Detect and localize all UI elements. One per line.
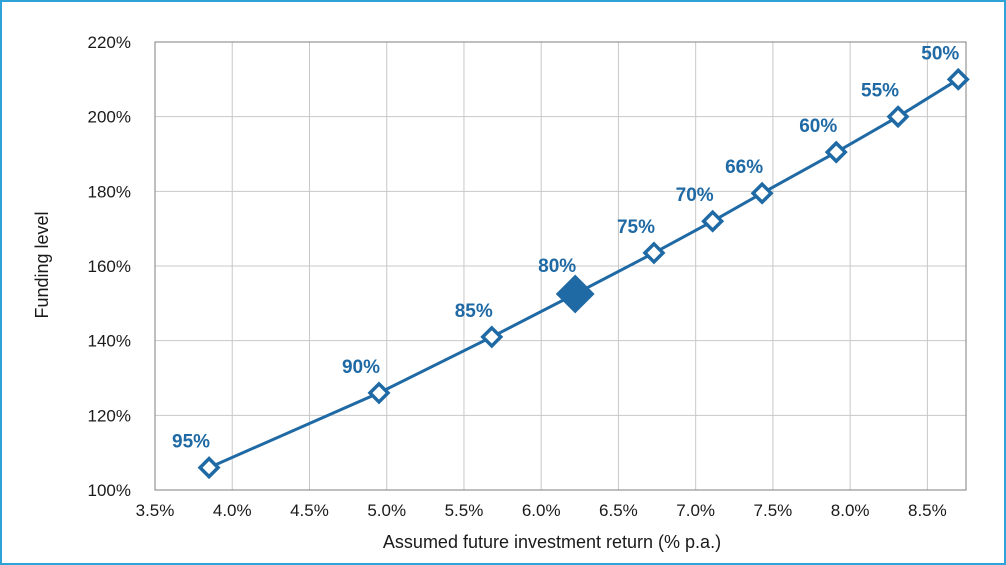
x-tick-label: 8.0% (831, 501, 870, 520)
point-label: 90% (342, 357, 380, 378)
point-marker (197, 456, 221, 480)
point-label: 60% (799, 116, 837, 137)
highlighted-point-marker (555, 274, 595, 314)
point-labels: 95% 90% 85% 80% 75% 70% 66% 60% 55% 50% (172, 43, 959, 452)
x-tick-label: 6.5% (599, 501, 638, 520)
point-label: 95% (172, 432, 210, 453)
point-label: 75% (617, 217, 655, 238)
y-tick-label: 100% (88, 481, 131, 500)
x-tick-label: 7.0% (676, 501, 715, 520)
y-axis-ticks: 100% 120% 140% 160% 180% 200% 220% (88, 33, 131, 500)
point-marker (701, 209, 725, 233)
y-tick-label: 120% (88, 406, 131, 425)
plot-area-border (154, 41, 967, 491)
x-tick-label: 3.5% (136, 501, 175, 520)
point-label: 70% (676, 185, 714, 206)
y-tick-label: 140% (88, 332, 131, 351)
point-label: 66% (725, 157, 763, 178)
series-line (208, 78, 960, 469)
y-axis-title: Funding level (32, 211, 52, 318)
x-tick-label: 6.0% (522, 501, 561, 520)
x-tick-label: 5.0% (367, 501, 406, 520)
x-tick-label: 4.0% (213, 501, 252, 520)
point-marker (824, 140, 848, 164)
y-tick-label: 180% (88, 182, 131, 201)
point-marker (750, 181, 774, 205)
point-marker (642, 241, 666, 265)
x-tick-label: 8.5% (908, 501, 947, 520)
x-axis-title: Assumed future investment return (% p.a.… (383, 532, 721, 552)
point-label: 50% (921, 43, 959, 64)
x-tick-label: 4.5% (290, 501, 329, 520)
x-tick-label: 7.5% (754, 501, 793, 520)
series-markers (197, 67, 970, 480)
y-tick-label: 200% (88, 108, 131, 127)
x-axis-ticks: 3.5% 4.0% 4.5% 5.0% 5.5% 6.0% 6.5% 7.0% 7.5% 8.0%… (136, 501, 947, 520)
point-marker (946, 67, 970, 91)
point-marker (367, 381, 391, 405)
y-tick-label: 220% (88, 33, 131, 52)
point-marker (480, 325, 504, 349)
point-label: 55% (861, 81, 899, 102)
point-label: 80% (538, 256, 576, 277)
point-label: 85% (455, 301, 493, 322)
y-tick-label: 160% (88, 257, 131, 276)
x-tick-label: 5.5% (445, 501, 484, 520)
point-marker (886, 105, 910, 129)
